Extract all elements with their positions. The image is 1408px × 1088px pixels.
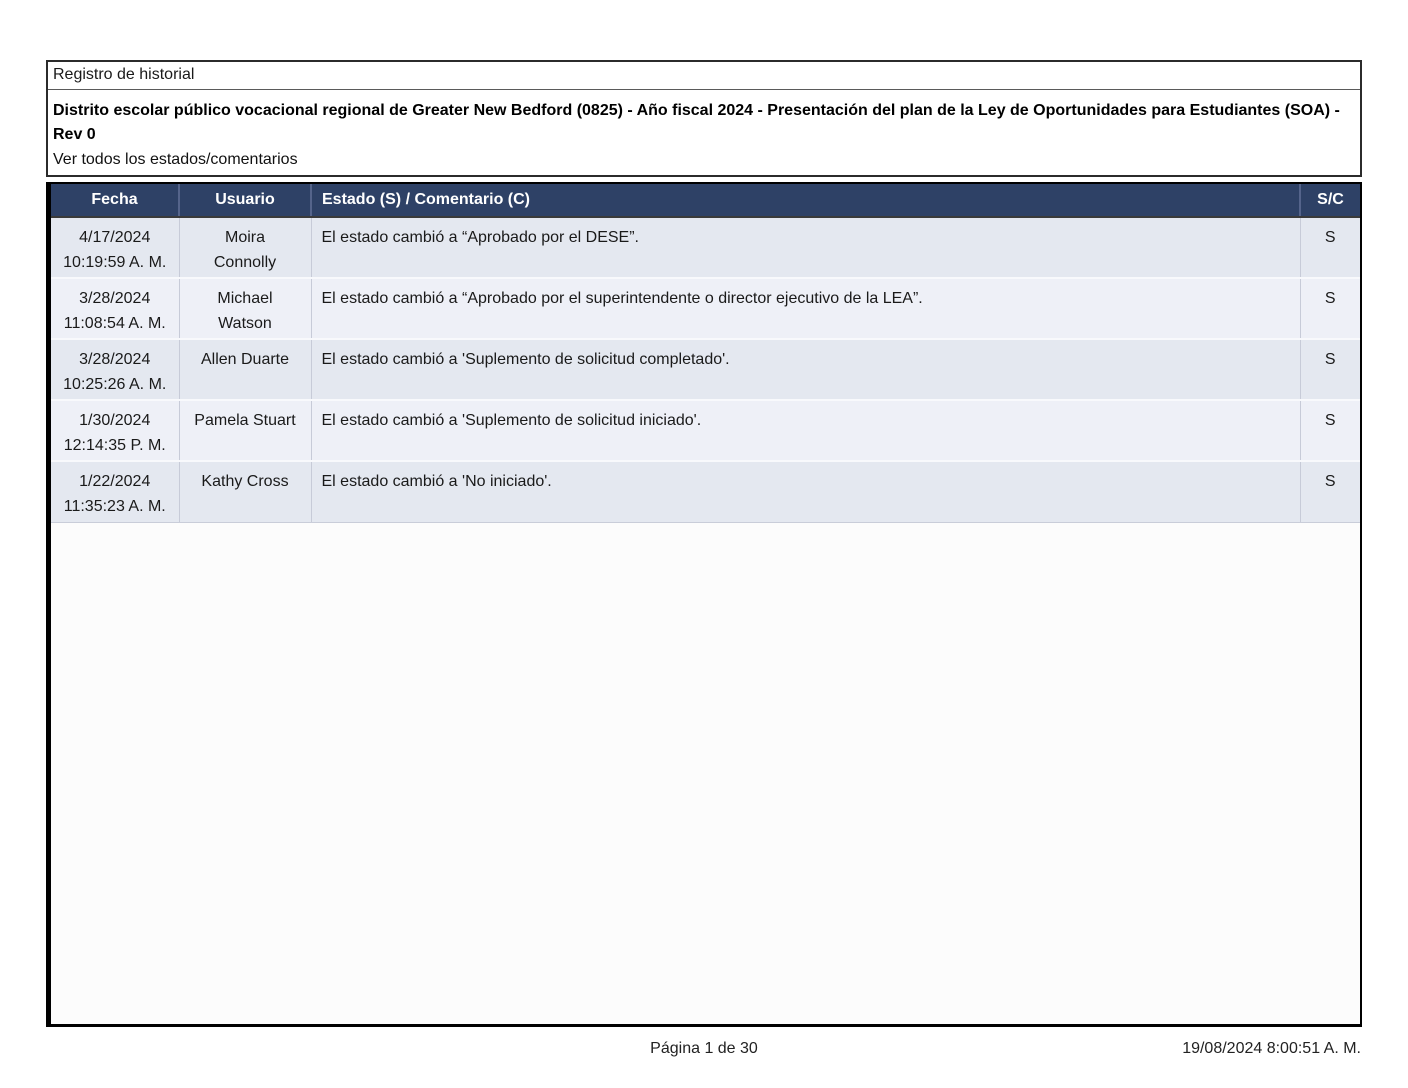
report-header-box: Registro de historial Distrito escolar p… — [46, 60, 1362, 178]
cell-estado: El estado cambió a 'Suplemento de solici… — [310, 400, 1300, 463]
report-page: Registro de historial Distrito escolar p… — [46, 60, 1362, 1028]
cell-fecha: 1/30/2024 12:14:35 P. M. — [51, 400, 179, 463]
view-all-statuses-link[interactable]: Ver todos los estados/comentarios — [53, 150, 298, 168]
cell-estado: El estado cambió a 'Suplemento de solici… — [310, 339, 1300, 402]
cell-sc: S — [1299, 278, 1360, 341]
cell-fecha: 1/22/2024 11:35:23 A. M. — [51, 461, 179, 523]
cell-fecha: 4/17/2024 10:19:59 A. M. — [51, 217, 179, 280]
column-header-fecha: Fecha — [51, 184, 179, 219]
print-timestamp: 19/08/2024 8:00:51 A. M. — [1182, 1040, 1361, 1057]
history-table-header: Fecha Usuario Estado (S) / Comentario (C… — [51, 184, 1360, 219]
cell-estado: El estado cambió a “Aprobado por el supe… — [310, 278, 1300, 341]
history-table: Fecha Usuario Estado (S) / Comentario (C… — [51, 184, 1360, 523]
cell-usuario: Kathy Cross — [178, 461, 311, 523]
cell-sc: S — [1299, 461, 1360, 523]
history-table-body: 4/17/2024 10:19:59 A. M. Moira Connolly … — [51, 217, 1360, 523]
column-header-usuario: Usuario — [178, 184, 311, 219]
cell-estado: El estado cambió a 'No iniciado'. — [310, 461, 1300, 523]
cell-sc: S — [1299, 217, 1360, 280]
cell-usuario: Allen Duarte — [178, 339, 311, 402]
column-header-estado: Estado (S) / Comentario (C) — [310, 184, 1300, 219]
cell-estado: El estado cambió a “Aprobado por el DESE… — [310, 217, 1300, 280]
cell-usuario: Moira Connolly — [178, 217, 311, 280]
document-title: Distrito escolar público vocacional regi… — [53, 102, 1340, 144]
table-row: 1/30/2024 12:14:35 P. M. Pamela Stuart E… — [51, 400, 1360, 463]
cell-usuario: Pamela Stuart — [178, 400, 311, 463]
table-row: 1/22/2024 11:35:23 A. M. Kathy Cross El … — [51, 461, 1360, 523]
table-row: 3/28/2024 11:08:54 A. M. Michael Watson … — [51, 278, 1360, 341]
report-title: Registro de historial — [48, 62, 1360, 90]
page-number: Página 1 de 30 — [650, 1040, 758, 1057]
document-title-block: Distrito escolar público vocacional regi… — [48, 90, 1360, 175]
report-body-frame: Fecha Usuario Estado (S) / Comentario (C… — [46, 182, 1362, 1028]
cell-usuario: Michael Watson — [178, 278, 311, 341]
cell-sc: S — [1299, 400, 1360, 463]
table-row: 3/28/2024 10:25:26 A. M. Allen Duarte El… — [51, 339, 1360, 402]
cell-sc: S — [1299, 339, 1360, 402]
column-header-sc: S/C — [1299, 184, 1360, 219]
table-row: 4/17/2024 10:19:59 A. M. Moira Connolly … — [51, 217, 1360, 280]
cell-fecha: 3/28/2024 11:08:54 A. M. — [51, 278, 179, 341]
cell-fecha: 3/28/2024 10:25:26 A. M. — [51, 339, 179, 402]
